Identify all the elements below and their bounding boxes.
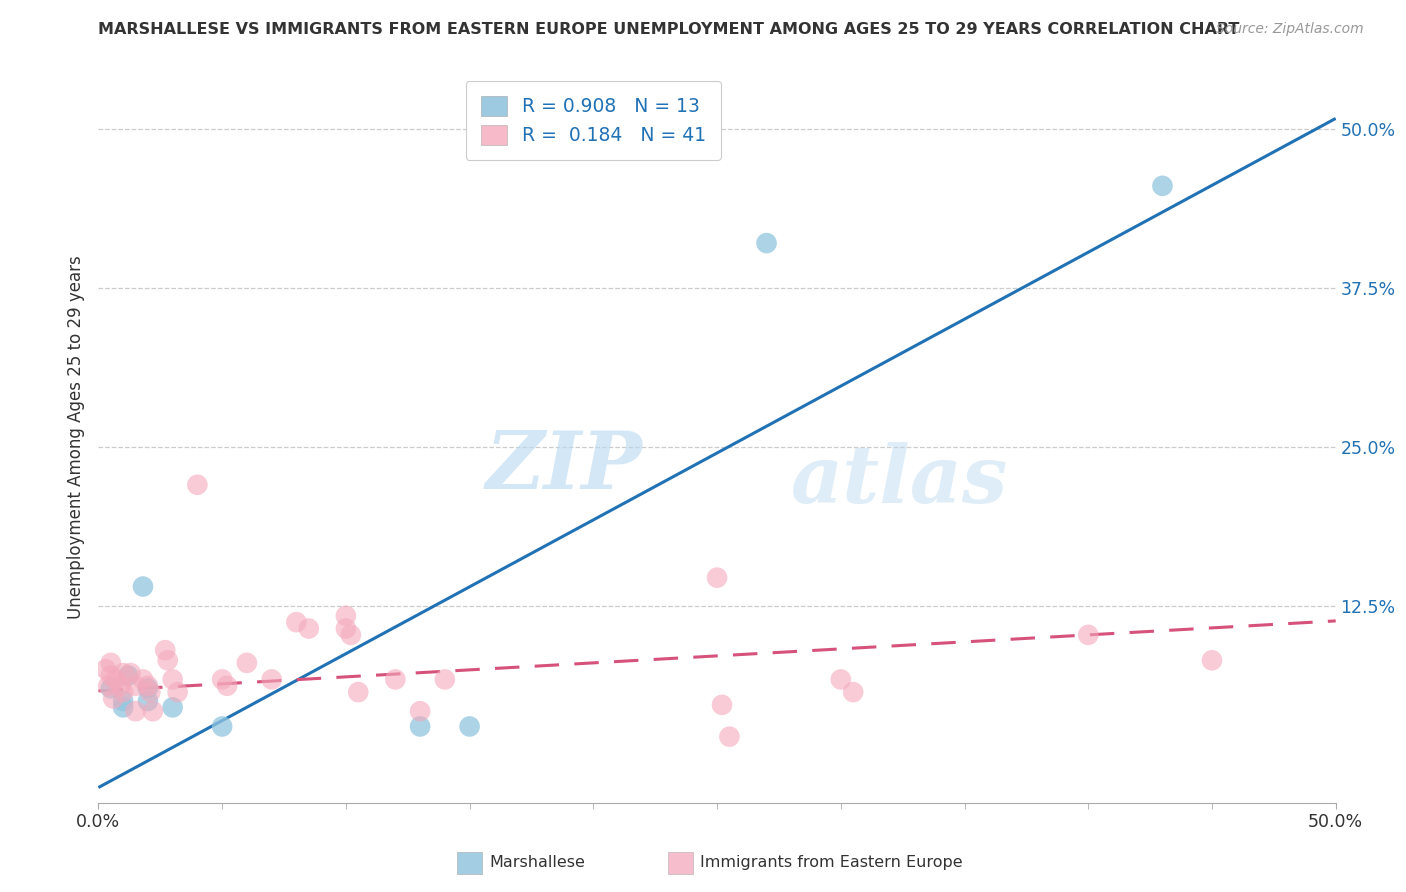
Point bbox=[706, 571, 728, 585]
Text: MARSHALLESE VS IMMIGRANTS FROM EASTERN EUROPE UNEMPLOYMENT AMONG AGES 25 TO 29 Y: MARSHALLESE VS IMMIGRANTS FROM EASTERN E… bbox=[98, 22, 1240, 37]
Point bbox=[112, 694, 135, 708]
Point bbox=[384, 673, 406, 687]
Point bbox=[409, 719, 432, 733]
Point bbox=[97, 679, 120, 693]
Point bbox=[94, 662, 117, 676]
Point bbox=[136, 679, 159, 693]
Y-axis label: Unemployment Among Ages 25 to 29 years: Unemployment Among Ages 25 to 29 years bbox=[66, 255, 84, 619]
Point bbox=[132, 673, 155, 687]
Point bbox=[162, 700, 184, 714]
Point bbox=[155, 643, 177, 657]
Point bbox=[236, 656, 259, 670]
Point bbox=[298, 622, 321, 636]
Point bbox=[211, 719, 233, 733]
Point bbox=[136, 694, 159, 708]
Point bbox=[136, 681, 159, 696]
Point bbox=[139, 685, 162, 699]
Point bbox=[830, 673, 852, 687]
Point bbox=[433, 673, 456, 687]
Text: ZIP: ZIP bbox=[486, 427, 643, 505]
Point bbox=[755, 236, 778, 251]
Point bbox=[120, 666, 142, 681]
Point bbox=[718, 730, 741, 744]
Point bbox=[104, 673, 127, 687]
Text: atlas: atlas bbox=[792, 442, 1008, 520]
Point bbox=[100, 681, 122, 696]
Point bbox=[260, 673, 283, 687]
Point bbox=[124, 679, 146, 693]
Point bbox=[347, 685, 370, 699]
Point bbox=[1077, 628, 1099, 642]
Point bbox=[211, 673, 233, 687]
Point bbox=[117, 668, 139, 682]
Text: Source: ZipAtlas.com: Source: ZipAtlas.com bbox=[1216, 22, 1364, 37]
Point bbox=[100, 656, 122, 670]
Text: Immigrants from Eastern Europe: Immigrants from Eastern Europe bbox=[700, 855, 963, 870]
Point bbox=[186, 477, 208, 491]
Point bbox=[711, 698, 734, 712]
Point bbox=[156, 653, 179, 667]
Point bbox=[1201, 653, 1223, 667]
Point bbox=[285, 615, 308, 629]
Point bbox=[166, 685, 188, 699]
Point bbox=[100, 668, 122, 682]
Point bbox=[1152, 178, 1174, 193]
Point bbox=[842, 685, 865, 699]
Point bbox=[112, 685, 135, 699]
Point bbox=[142, 704, 165, 718]
Point bbox=[335, 622, 357, 636]
Point bbox=[335, 608, 357, 623]
Point bbox=[409, 704, 432, 718]
Point bbox=[458, 719, 481, 733]
Point bbox=[132, 580, 155, 594]
Point bbox=[110, 679, 132, 693]
Point bbox=[340, 628, 363, 642]
Point bbox=[217, 679, 239, 693]
Point bbox=[162, 673, 184, 687]
Point bbox=[103, 691, 125, 706]
Point bbox=[112, 666, 135, 681]
Text: Marshallese: Marshallese bbox=[489, 855, 585, 870]
Point bbox=[124, 704, 146, 718]
Legend: R = 0.908   N = 13, R =  0.184   N = 41: R = 0.908 N = 13, R = 0.184 N = 41 bbox=[465, 81, 721, 161]
Point bbox=[112, 700, 135, 714]
